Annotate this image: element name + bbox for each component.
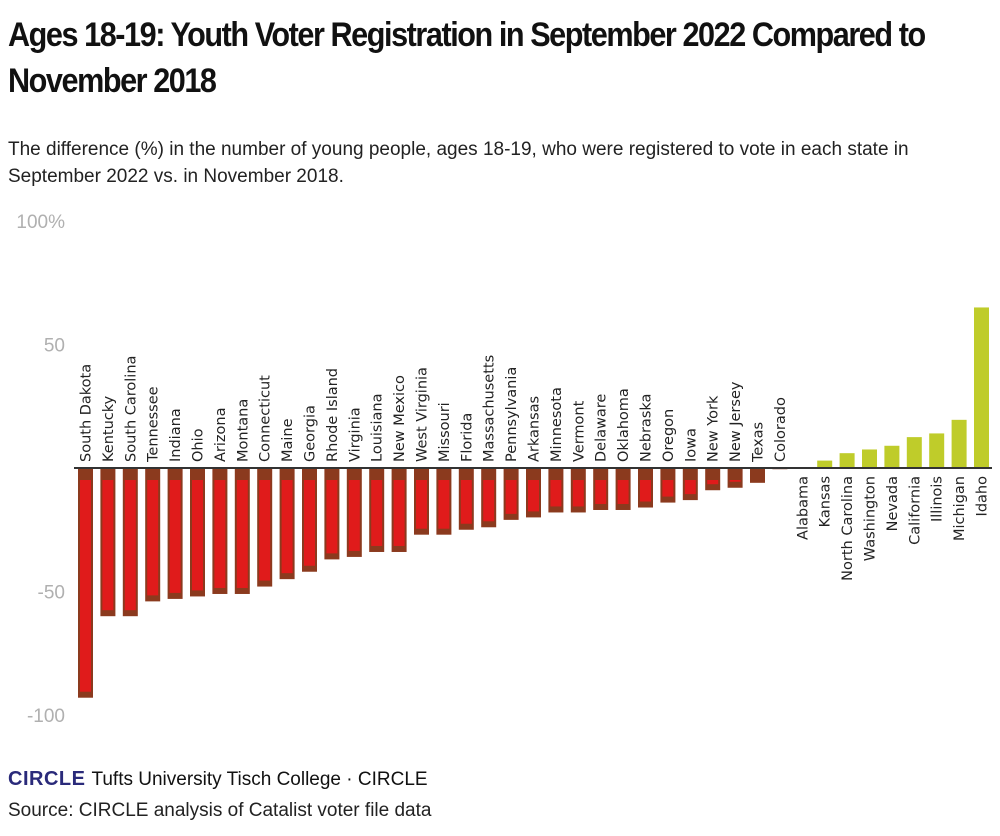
bar-fill bbox=[80, 480, 91, 692]
category-label: Arkansas bbox=[527, 396, 543, 462]
category-label: Georgia bbox=[303, 405, 319, 462]
category-label: Minnesota bbox=[549, 387, 565, 462]
bar bbox=[862, 449, 877, 468]
bar bbox=[817, 460, 833, 468]
category-label: Nebraska bbox=[639, 394, 655, 462]
category-label: Ohio bbox=[191, 428, 207, 462]
bar-fill bbox=[102, 480, 114, 611]
bar bbox=[727, 468, 743, 488]
y-tick-label: 50 bbox=[44, 336, 65, 357]
category-label: Tennessee bbox=[146, 386, 162, 463]
circle-logo: CIRCLE bbox=[8, 768, 86, 790]
category-label: California bbox=[907, 476, 923, 545]
category-label: Kansas bbox=[818, 476, 834, 527]
category-label: Delaware bbox=[594, 394, 610, 462]
category-label: Idaho bbox=[975, 476, 991, 517]
bar bbox=[929, 433, 945, 468]
category-label: South Dakota bbox=[79, 364, 95, 462]
category-label: Virginia bbox=[347, 407, 363, 462]
category-label: Indiana bbox=[168, 408, 184, 462]
chart-title: Ages 18-19: Youth Voter Registration in … bbox=[8, 16, 926, 100]
chart-subtitle: The difference (%) in the number of youn… bbox=[8, 139, 909, 187]
bar-fill bbox=[304, 480, 315, 566]
bar bbox=[750, 468, 765, 483]
bar-fill bbox=[124, 480, 136, 611]
bar bbox=[906, 437, 922, 468]
bar bbox=[705, 468, 721, 491]
bar-fill bbox=[707, 480, 719, 485]
category-label: Washington bbox=[863, 476, 879, 561]
category-label: Nevada bbox=[885, 476, 901, 531]
bar bbox=[951, 419, 967, 468]
category-label: Kentucky bbox=[101, 395, 117, 462]
bar-fill bbox=[348, 480, 360, 551]
bar-fill bbox=[393, 480, 405, 546]
bar-fill bbox=[729, 480, 741, 482]
category-label: Michigan bbox=[952, 476, 968, 541]
y-tick-label: -50 bbox=[38, 583, 65, 604]
category-label: Iowa bbox=[683, 428, 699, 462]
bar-fill bbox=[416, 480, 427, 529]
bar-fill bbox=[371, 480, 383, 546]
org-name: Tufts University Tisch College · CIRCLE bbox=[91, 768, 428, 790]
bar-fill bbox=[505, 480, 517, 514]
category-label: Oregon bbox=[661, 409, 677, 462]
category-label: Massachusetts bbox=[482, 355, 498, 462]
bar-fill bbox=[147, 480, 159, 596]
category-label: West Virginia bbox=[415, 367, 431, 462]
bar-fill bbox=[684, 480, 696, 495]
bar-fill bbox=[550, 480, 562, 507]
bar-fill bbox=[192, 480, 203, 591]
category-label: Louisiana bbox=[370, 394, 386, 462]
bar-fill bbox=[595, 480, 607, 504]
category-label: Oklahoma bbox=[616, 388, 632, 462]
category-label: New Jersey bbox=[728, 381, 744, 462]
bar-fill bbox=[236, 480, 248, 588]
category-label: Montana bbox=[235, 399, 251, 462]
category-label: Illinois bbox=[930, 476, 946, 522]
category-label: New York bbox=[706, 395, 722, 462]
bar-fill bbox=[483, 480, 495, 522]
bar bbox=[974, 307, 989, 468]
bar bbox=[884, 445, 900, 468]
bar-fill bbox=[460, 480, 472, 524]
category-label: Connecticut bbox=[258, 375, 274, 462]
bar bbox=[839, 453, 855, 468]
category-label: Rhode Island bbox=[325, 368, 341, 462]
category-label: Pennsylvania bbox=[504, 367, 520, 462]
bar-fill bbox=[259, 480, 271, 581]
bar-fill bbox=[528, 480, 539, 512]
bar-fill bbox=[572, 480, 584, 507]
category-label: Alabama bbox=[795, 476, 811, 540]
y-tick-label: 100% bbox=[16, 212, 65, 233]
bar-fill bbox=[281, 480, 293, 574]
bar-fill bbox=[326, 480, 338, 554]
category-label: Colorado bbox=[773, 397, 789, 462]
category-label: South Carolina bbox=[123, 356, 139, 462]
y-tick-label: -100 bbox=[27, 706, 65, 727]
bar-fill bbox=[438, 480, 450, 529]
source-note: Source: CIRCLE analysis of Catalist vote… bbox=[8, 800, 432, 821]
bar-fill bbox=[214, 480, 226, 588]
bar-fill bbox=[640, 480, 651, 502]
category-label: North Carolina bbox=[840, 476, 856, 581]
category-label: Vermont bbox=[571, 400, 587, 462]
category-label: Missouri bbox=[437, 402, 453, 462]
bar-fill bbox=[662, 480, 674, 497]
bar-fill bbox=[617, 480, 629, 504]
category-label: Maine bbox=[280, 418, 296, 462]
category-label: Florida bbox=[459, 413, 475, 462]
category-label: Texas bbox=[751, 422, 767, 463]
footer-org: CIRCLE Tufts University Tisch College · … bbox=[8, 768, 428, 791]
category-label: Arizona bbox=[213, 408, 229, 462]
category-label: New Mexico bbox=[392, 375, 408, 462]
bar-fill bbox=[169, 480, 181, 593]
